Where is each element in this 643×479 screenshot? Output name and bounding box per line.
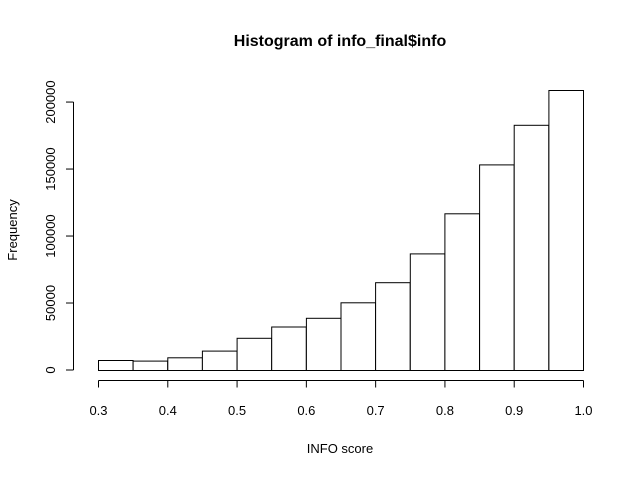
x-tick-label: 0.8 [436,403,454,418]
y-tick-label: 50000 [43,285,58,321]
histogram-bar [513,124,550,371]
histogram-bar [409,253,446,371]
histogram-bar [479,164,515,371]
x-axis-ticks: 0.3 0.4 0.5 0.6 0.7 0.8 0.9 1.0 [89,380,593,418]
x-tick-label: 0.4 [159,403,177,418]
histogram-bar [167,357,203,371]
x-tick-label: 0.3 [89,403,107,418]
histogram-bar [340,302,377,371]
x-tick-label: 0.9 [505,403,523,418]
histogram-bar [305,317,342,371]
y-tick-label: 150000 [43,147,58,190]
histogram-bar [236,337,273,371]
y-tick-label: 100000 [43,214,58,257]
chart-title: Histogram of info_final$info [234,33,447,50]
histogram-bar [548,90,585,371]
histogram-bar [98,360,134,371]
x-tick-label: 0.6 [297,403,315,418]
y-axis-ticks: 0 50000 100000 150000 200000 [43,80,74,374]
histogram-bar [271,326,307,371]
y-tick-label: 0 [43,366,58,373]
bars-group [98,90,585,372]
x-tick-label: 1.0 [574,403,592,418]
histogram-bar [132,360,169,372]
x-tick-label: 0.5 [228,403,246,418]
x-axis-label: INFO score [307,441,373,456]
y-tick-label: 200000 [43,80,58,123]
histogram-bar [201,350,238,372]
y-axis-label: Frequency [5,199,20,261]
histogram-bar [444,213,480,371]
histogram-bar [375,282,411,372]
x-tick-label: 0.7 [367,403,385,418]
